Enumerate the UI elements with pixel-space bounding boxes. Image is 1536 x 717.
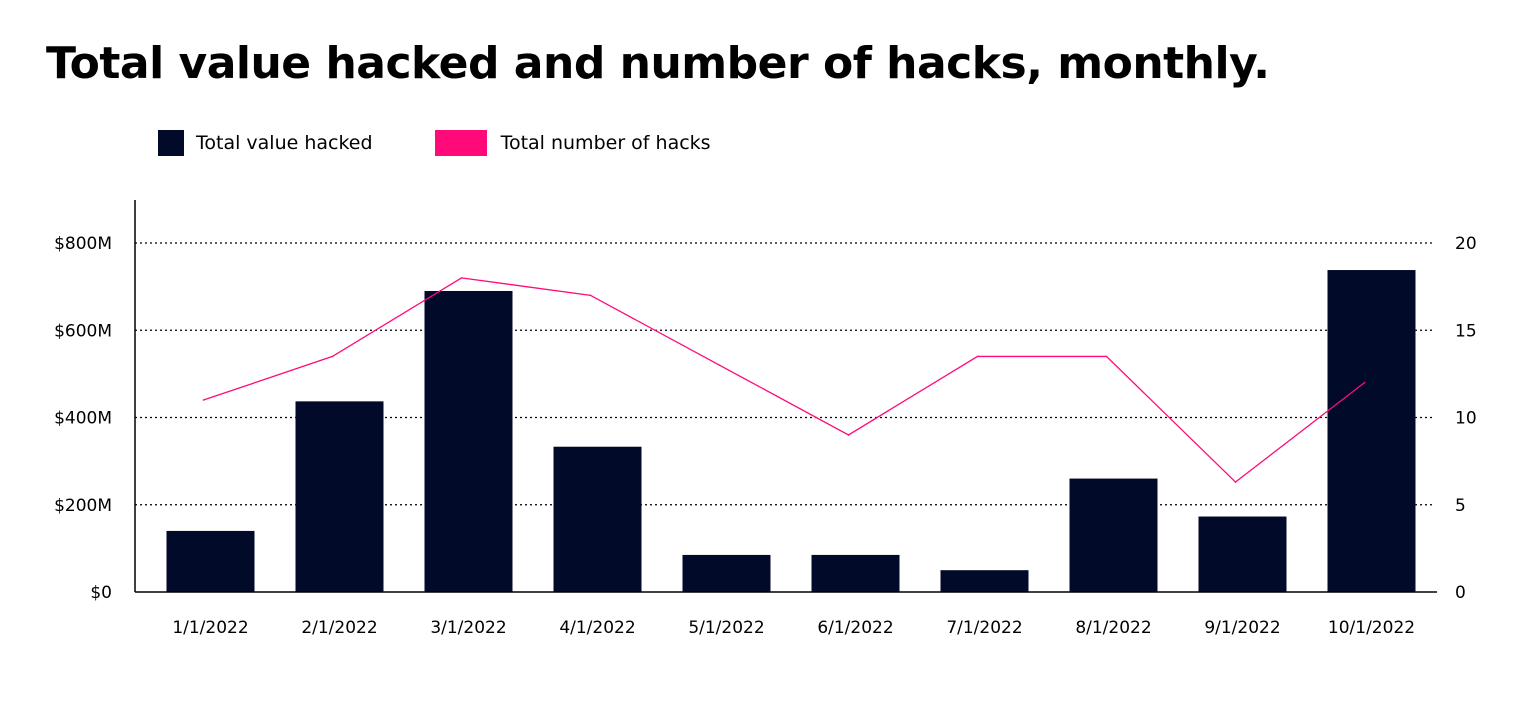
- bar: [682, 554, 771, 592]
- line-point: [718, 364, 721, 366]
- y-right-tick-label: 15: [1455, 321, 1477, 341]
- y-left-tick-label: $0: [90, 583, 112, 603]
- legend-item-number-of-hacks: Total number of hacks: [434, 130, 711, 156]
- y-left-tick-label: $800M: [54, 234, 112, 254]
- x-tick-label: 7/1/2022: [946, 618, 1022, 638]
- y-right-tick-label: 20: [1455, 234, 1477, 254]
- line-point: [1105, 355, 1108, 358]
- bar: [940, 570, 1029, 592]
- legend-item-value-hacked: Total value hacked: [158, 130, 373, 156]
- bar: [1198, 516, 1287, 592]
- line-point: [847, 434, 850, 436]
- y-left-tick-label: $200M: [54, 496, 112, 516]
- line-point: [976, 355, 979, 358]
- line-point: [460, 277, 463, 279]
- x-tick-label: 9/1/2022: [1204, 618, 1280, 638]
- x-tick-label: 3/1/2022: [430, 618, 506, 638]
- x-tick-label: 8/1/2022: [1075, 618, 1151, 638]
- y-right-tick-label: 5: [1455, 496, 1466, 516]
- x-tick-label: 5/1/2022: [688, 618, 764, 638]
- x-tick-label: 10/1/2022: [1328, 618, 1415, 638]
- y-left-tick-label: $600M: [54, 321, 112, 341]
- legend-swatch-line: [434, 130, 487, 156]
- bar: [1327, 270, 1416, 592]
- y-left-tick-label: $400M: [54, 409, 112, 429]
- x-tick-label: 2/1/2022: [301, 618, 377, 638]
- bar: [424, 290, 513, 592]
- chart-title: Total value hacked and number of hacks, …: [46, 38, 1270, 89]
- legend: Total value hacked Total number of hacks: [158, 130, 773, 156]
- y-right-tick-label: 10: [1455, 409, 1477, 429]
- y-right-tick-label: 0: [1455, 583, 1466, 603]
- bar: [1069, 478, 1158, 592]
- bar: [553, 446, 642, 592]
- line-point: [1363, 381, 1366, 384]
- legend-label-number-of-hacks: Total number of hacks: [500, 132, 711, 154]
- bar: [811, 554, 900, 592]
- line-point: [331, 355, 334, 358]
- bar: [295, 401, 384, 592]
- line-point: [589, 294, 592, 297]
- x-tick-label: 6/1/2022: [817, 618, 893, 638]
- line-point: [202, 399, 205, 401]
- legend-label-value-hacked: Total value hacked: [196, 132, 373, 154]
- x-tick-label: 1/1/2022: [172, 618, 248, 638]
- legend-swatch-bar: [158, 130, 184, 156]
- line-point: [1234, 481, 1237, 483]
- x-tick-label: 4/1/2022: [559, 618, 635, 638]
- bar: [166, 530, 255, 592]
- line-series-number-of-hacks: [203, 277, 1365, 483]
